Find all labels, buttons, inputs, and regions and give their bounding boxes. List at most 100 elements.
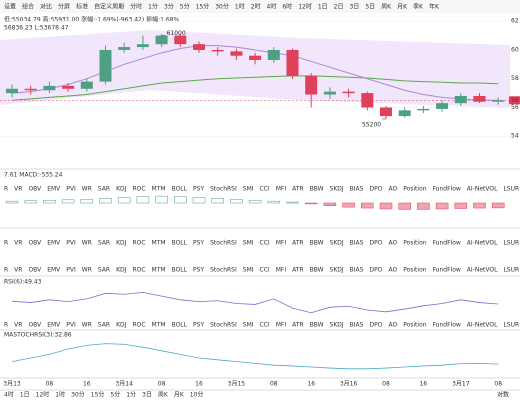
indicator-tab[interactable]: Position [403, 240, 427, 247]
indicator-tab[interactable]: LSUR [503, 186, 519, 193]
indicator-tab[interactable]: DPO [369, 267, 382, 274]
toolbar-item[interactable]: 组合 [22, 3, 34, 11]
indicator-tab[interactable]: Position [403, 186, 427, 193]
indicator-tab[interactable]: R [4, 267, 8, 274]
indicator-tab[interactable]: OBV [28, 186, 42, 193]
indicator-tab[interactable]: R [4, 322, 8, 329]
period-button[interactable]: 10分 [190, 391, 204, 399]
indicator-tab[interactable]: MTM [152, 186, 166, 193]
indicator-tab[interactable]: BBW [310, 186, 324, 193]
toolbar-item[interactable]: 自定义周期 [94, 3, 124, 11]
indicator-tab[interactable]: StochRSI [210, 240, 237, 247]
indicator-tab[interactable]: SMI [243, 267, 254, 274]
indicator-tab[interactable]: PVI [66, 267, 76, 274]
indicator-tab[interactable]: SAR [98, 267, 110, 274]
indicator-tab[interactable]: WR [82, 240, 92, 247]
indicator-tab[interactable]: DPO [369, 186, 382, 193]
indicator-tab[interactable]: ATR [292, 186, 303, 193]
toolbar-item[interactable]: 季K [413, 3, 424, 11]
indicator-tab[interactable]: R [4, 186, 8, 193]
indicator-tab[interactable]: BIAS [350, 240, 364, 247]
toolbar-item[interactable]: 4时 [267, 3, 277, 11]
toolbar-item[interactable]: 分时 [130, 3, 142, 11]
indicator-tab[interactable]: SKDJ [330, 240, 344, 247]
toolbar-item[interactable]: 15分 [196, 3, 210, 11]
indicator-tab[interactable]: AO [388, 267, 397, 274]
indicator-tab[interactable]: CCI [260, 186, 270, 193]
indicator-tab[interactable]: FundFlow [433, 267, 461, 274]
indicator-tab[interactable]: PVI [66, 240, 76, 247]
indicator-tab[interactable]: LSUR [503, 322, 519, 329]
toolbar-item[interactable]: 月K [397, 4, 408, 11]
indicator-tab[interactable]: BOLL [172, 267, 188, 274]
toolbar-item[interactable]: 分屏 [58, 3, 70, 11]
toolbar-item[interactable]: 1日 [318, 4, 328, 11]
period-button[interactable]: 月K [174, 392, 185, 399]
indicator-tab[interactable]: OBV [28, 240, 42, 247]
indicator-tab[interactable]: Position [403, 267, 427, 274]
indicator-tab[interactable]: ATR [292, 267, 303, 274]
indicator-tab[interactable]: AO [388, 186, 397, 193]
indicator-tab[interactable]: SKDJ [330, 322, 344, 329]
indicator-tab[interactable]: AO [388, 322, 397, 329]
toolbar-item[interactable]: 2时 [251, 3, 261, 11]
indicator-tab[interactable]: ROC [132, 240, 145, 247]
toolbar-item[interactable]: 1时 [235, 3, 245, 11]
indicator-tab[interactable]: PSY [193, 186, 204, 193]
indicator-tab[interactable]: DPO [369, 322, 382, 329]
indicator-tab[interactable]: ROC [132, 322, 145, 329]
toolbar-item[interactable]: 30分 [215, 3, 229, 11]
period-button[interactable]: 1时 [55, 391, 65, 399]
indicator-tab[interactable]: MFI [276, 267, 287, 274]
toolbar-item[interactable]: 5日 [365, 4, 375, 11]
indicator-tab[interactable]: AI-NetVOL [467, 186, 498, 193]
indicator-tab[interactable]: R [4, 240, 8, 247]
indicator-tab[interactable]: KDJ [116, 240, 127, 247]
indicator-tab[interactable]: FundFlow [433, 322, 461, 329]
indicator-tab[interactable]: CCI [260, 240, 270, 247]
toolbar-item[interactable]: 6时 [282, 3, 292, 11]
indicator-tab[interactable]: BIAS [350, 186, 364, 193]
indicator-tab[interactable]: EMV [47, 322, 61, 329]
indicator-tab[interactable]: BOLL [172, 240, 188, 247]
indicator-tab[interactable]: SAR [98, 322, 110, 329]
indicator-tab[interactable]: LSUR [503, 267, 519, 274]
indicator-tab[interactable]: EMV [47, 267, 61, 274]
indicator-tab[interactable]: LSUR [503, 240, 519, 247]
indicator-tab[interactable]: SMI [243, 322, 254, 329]
period-button[interactable]: 12时 [36, 391, 50, 399]
indicator-tab[interactable]: FundFlow [433, 186, 461, 193]
indicator-tab[interactable]: OBV [28, 322, 42, 329]
toolbar-item[interactable]: 1分 [148, 3, 158, 11]
indicator-tab[interactable]: AI-NetVOL [467, 267, 498, 274]
indicator-tab[interactable]: ROC [132, 186, 145, 193]
toolbar-item[interactable]: 对比 [40, 3, 52, 11]
indicator-tab[interactable]: PVI [66, 322, 76, 329]
period-button[interactable]: 15分 [91, 391, 105, 399]
indicator-tab[interactable]: VR [14, 240, 22, 247]
indicator-tab[interactable]: PSY [193, 322, 204, 329]
indicator-tab[interactable]: AI-NetVOL [467, 240, 498, 247]
indicator-tab[interactable]: KDJ [116, 186, 127, 193]
indicator-tab[interactable]: MFI [276, 322, 287, 329]
indicator-tab[interactable]: SKDJ [330, 267, 344, 274]
indicator-tab[interactable]: WR [82, 267, 92, 274]
indicator-tab[interactable]: CCI [260, 322, 270, 329]
period-button[interactable]: 4时 [4, 391, 14, 399]
indicator-tab[interactable]: EMV [47, 186, 61, 193]
indicator-tab[interactable]: BBW [310, 267, 324, 274]
indicator-tab[interactable]: BOLL [172, 186, 188, 193]
indicator-tab[interactable]: VR [14, 267, 22, 274]
indicator-tab[interactable]: StochRSI [210, 322, 237, 329]
indicator-tab[interactable]: AI-NetVOL [467, 322, 498, 329]
indicator-tab[interactable]: BIAS [350, 267, 364, 274]
toolbar-item[interactable]: 周K [381, 4, 392, 11]
indicator-tab[interactable]: VR [14, 186, 22, 193]
indicator-tab[interactable]: KDJ [116, 267, 127, 274]
indicator-tab[interactable]: VR [14, 322, 22, 329]
indicator-tab[interactable]: DPO [369, 240, 382, 247]
period-button[interactable]: 1分 [126, 391, 136, 399]
indicator-tab[interactable]: BBW [310, 322, 324, 329]
indicator-tab[interactable]: BIAS [350, 322, 364, 329]
indicator-tab[interactable]: SAR [98, 186, 110, 193]
